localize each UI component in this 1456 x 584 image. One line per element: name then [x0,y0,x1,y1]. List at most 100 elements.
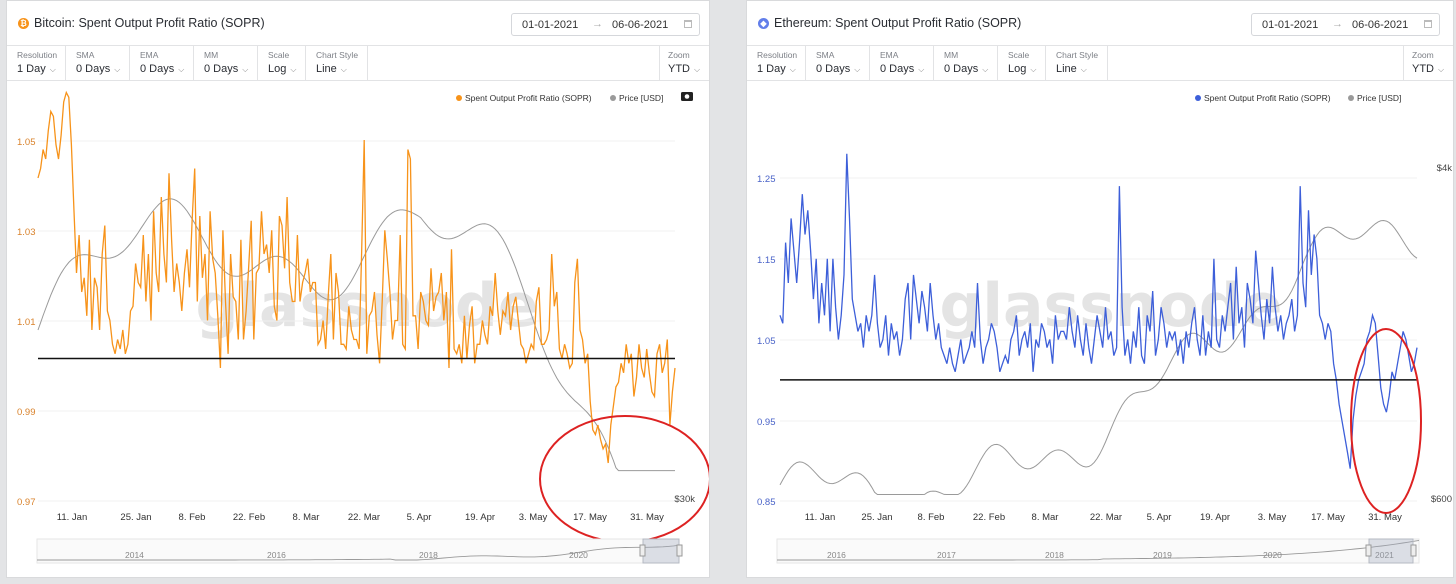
ethereum-icon: ◆ [758,18,769,29]
sma-select[interactable]: SMA 0 Days ⌵ [806,46,870,80]
legend-label-sopr: Spent Output Profit Ratio (SOPR) [465,93,592,103]
date-range-picker[interactable]: 01-01-2021 → 06-06-2021 [1251,13,1440,36]
y2-tick-label: $30k [674,494,695,505]
x-tick-label: 22. Mar [1090,512,1122,523]
highlight-ellipse [1350,328,1422,514]
control-label: SMA [816,50,835,60]
x-tick-label: 3. May [1258,512,1287,523]
navigator-track [776,538,1420,564]
chevron-down-icon: ⌵ [789,65,796,74]
resolution-select[interactable]: Resolution 1 Day ⌵ [7,46,66,80]
navigator-series [37,544,680,561]
chart-style-select[interactable]: Chart Style Line ⌵ [1046,46,1108,80]
control-value: 0 Days [76,63,111,75]
ema-select[interactable]: EMA 0 Days ⌵ [870,46,934,80]
price-series-line [37,198,675,472]
mm-select[interactable]: MM 0 Days ⌵ [934,46,998,80]
chevron-down-icon: ⌵ [1438,65,1445,74]
x-tick-label: 5. Apr [407,512,432,523]
x-tick-label: 17. May [573,512,607,523]
zoom-label: Zoom [668,50,690,60]
control-label: Scale [268,50,290,60]
x-tick-label: 22. Mar [348,512,380,523]
bitcoin-sopr-panel: ₿ Bitcoin: Spent Output Profit Ratio (SO… [6,0,710,578]
chevron-down-icon: ⌵ [694,65,701,74]
date-to[interactable]: 06-06-2021 [612,19,669,31]
navigator-year-label: 2018 [419,550,438,560]
date-to[interactable]: 06-06-2021 [1352,19,1409,31]
x-tick-label: 8. Feb [179,512,206,523]
date-from[interactable]: 01-01-2021 [522,19,579,31]
scale-select[interactable]: Scale Log ⌵ [998,46,1046,80]
y-tick-label: 1.05 [757,336,776,347]
ethereum-sopr-chart: glassnode Spent Output Profit Ratio (SOPR… [757,93,1452,564]
control-label: MM [204,50,219,60]
calendar-icon[interactable] [684,20,692,28]
zoom-select[interactable]: Zoom YTD ⌵ [659,46,709,80]
navigator-handle-right [1410,544,1417,557]
ethereum-sopr-panel: ◆ Ethereum: Spent Output Profit Ratio (S… [746,0,1454,578]
legend-swatch-sopr [1195,95,1201,101]
ema-select[interactable]: EMA 0 Days ⌵ [130,46,194,80]
scale-select[interactable]: Scale Log ⌵ [258,46,306,80]
control-label: EMA [140,50,159,60]
camera-lens [684,94,690,99]
navigator-year-label: 2017 [937,550,956,560]
chevron-down-icon: ⌵ [178,65,185,74]
chevron-down-icon: ⌵ [340,65,347,74]
control-value: Line [316,63,337,75]
chevron-down-icon: ⌵ [854,65,861,74]
navigator-year-label: 2014 [125,550,144,560]
zoom-value: YTD [1412,63,1434,75]
control-label: Resolution [757,50,798,60]
price-series-line [779,219,1418,495]
date-range-picker[interactable]: 01-01-2021 → 06-06-2021 [511,13,700,36]
chevron-down-icon: ⌵ [49,65,56,74]
control-value: 0 Days [140,63,175,75]
x-tick-label: 8. Feb [918,512,945,523]
y2-tick-label: $600 [1431,494,1452,505]
chevron-down-icon: ⌵ [1080,65,1087,74]
chevron-down-icon: ⌵ [114,65,121,74]
control-value: 0 Days [816,63,851,75]
chart-controls: Resolution 1 Day ⌵ SMA 0 Days ⌵ EMA 0 Days ⌵ M… [747,45,1453,81]
x-tick-label: 5. Apr [1147,512,1172,523]
sopr-series-line [779,153,1418,469]
x-tick-label: 19. Apr [1200,512,1230,523]
arrow-right-icon: → [1332,18,1343,30]
x-tick-label: 19. Apr [465,512,495,523]
y-tick-label: 0.95 [757,417,776,428]
control-label: SMA [76,50,95,60]
chart-controls: Resolution 1 Day ⌵ SMA 0 Days ⌵ EMA 0 Days ⌵ M… [7,45,709,81]
x-tick-label: 17. May [1311,512,1345,523]
watermark: glassnode [939,271,1282,341]
navigator-year-label: 2016 [267,550,286,560]
sma-select[interactable]: SMA 0 Days ⌵ [66,46,130,80]
zoom-value: YTD [668,63,690,75]
calendar-icon[interactable] [1424,20,1432,28]
y-tick-label: 0.85 [757,497,776,508]
navigator-year-label: 2020 [569,550,588,560]
zoom-select[interactable]: Zoom YTD ⌵ [1403,46,1453,80]
chart-style-select[interactable]: Chart Style Line ⌵ [306,46,368,80]
camera-icon [681,92,693,101]
y-tick-label: 1.25 [757,174,776,185]
control-label: Chart Style [1056,50,1099,60]
legend-swatch-price [610,95,616,101]
navigator: 2014 2016 2018 2020 [36,538,683,564]
highlight-ellipse [539,415,709,543]
control-label: MM [944,50,959,60]
control-label: Resolution [17,50,58,60]
control-value: 0 Days [204,63,239,75]
chevron-down-icon: ⌵ [290,65,297,74]
y-tick-label: 1.03 [17,227,36,238]
navigator-year-label: 2020 [1263,550,1282,560]
y-tick-label: 0.99 [17,407,36,418]
mm-select[interactable]: MM 0 Days ⌵ [194,46,258,80]
chevron-down-icon: ⌵ [242,65,249,74]
resolution-select[interactable]: Resolution 1 Day ⌵ [747,46,806,80]
navigator-year-label: 2021 [1375,550,1394,560]
navigator-year-label: 2018 [1045,550,1064,560]
chevron-down-icon: ⌵ [918,65,925,74]
date-from[interactable]: 01-01-2021 [1262,19,1319,31]
